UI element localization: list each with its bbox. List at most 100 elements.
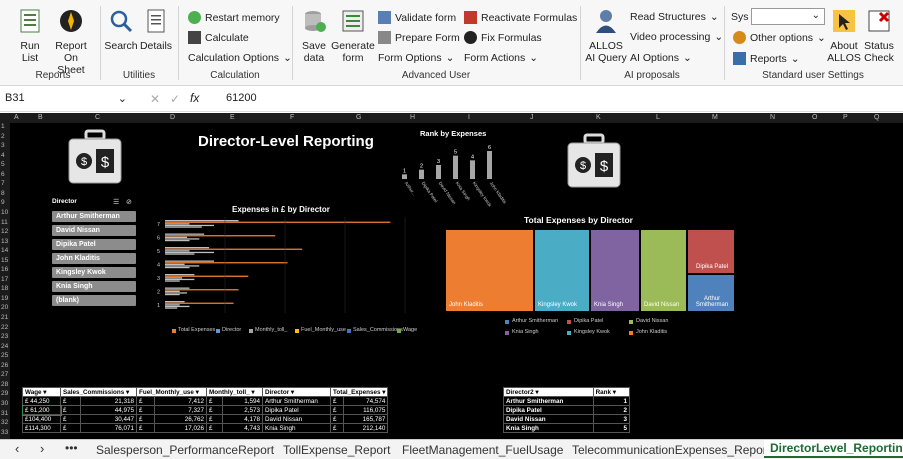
run-list-button[interactable]: Run List: [12, 8, 48, 64]
table-cell[interactable]: 17,026: [154, 423, 207, 433]
table-cell[interactable]: £: [329, 396, 345, 406]
row-header[interactable]: 6: [1, 170, 5, 178]
column-header[interactable]: G: [356, 114, 362, 121]
table-cell[interactable]: £: [135, 405, 156, 415]
column-header[interactable]: A: [14, 114, 19, 121]
table-cell[interactable]: £ 44,250: [22, 396, 61, 406]
table-cell[interactable]: 5: [592, 423, 631, 433]
column-header[interactable]: E: [230, 114, 235, 121]
table-cell[interactable]: 165,787: [343, 414, 389, 424]
table-cell[interactable]: £: [329, 405, 345, 415]
table-cell[interactable]: 7,327: [154, 405, 207, 415]
row-header[interactable]: 10: [1, 208, 9, 216]
row-header[interactable]: 27: [1, 371, 9, 379]
slicer-item[interactable]: Arthur Smitherman: [52, 211, 136, 222]
row-header[interactable]: 15: [1, 256, 9, 264]
table-cell[interactable]: £: [60, 405, 81, 415]
table-cell[interactable]: David Nissan: [503, 414, 594, 424]
treemap-tile[interactable]: Arthur Smitherman: [687, 274, 735, 312]
table-cell[interactable]: 4,178: [222, 414, 263, 424]
table-row[interactable]: £ 44,250 £21,318 £7,412 £1,594 Arthur Smithe…: [22, 396, 389, 406]
table-cell[interactable]: £: [205, 396, 224, 406]
treemap-tile[interactable]: David Nissan: [640, 229, 687, 312]
table-cell[interactable]: Dipika Patel: [262, 405, 331, 415]
column-header[interactable]: P: [843, 114, 848, 121]
column-header[interactable]: K: [596, 114, 601, 121]
form-actions-dropdown[interactable]: Form Actions ⌄: [464, 52, 538, 64]
treemap-tile[interactable]: John Kladitis: [445, 229, 534, 312]
about-allos-button[interactable]: About ALLOS: [826, 8, 862, 64]
ai-options-dropdown[interactable]: AI Options ⌄: [630, 52, 692, 64]
table-cell[interactable]: 1,594: [222, 396, 263, 406]
table-cell[interactable]: 1: [592, 396, 631, 406]
tab-telecommunication[interactable]: TelecommunicationExpenses_Repor: [572, 443, 767, 457]
clear-filter-icon[interactable]: ⊘: [126, 199, 132, 206]
table-row[interactable]: £ 61,200 £44,975 £7,327 £2,573 Dipika Patel £…: [21, 404, 389, 416]
calculation-options-dropdown[interactable]: Calculation Options ⌄: [188, 52, 292, 64]
column-header-cell[interactable]: Fuel_Monthly_use ▾: [136, 387, 207, 397]
row-header[interactable]: 20: [1, 304, 9, 312]
table-cell[interactable]: £: [205, 405, 224, 415]
column-header-cell[interactable]: Director2 ▾: [503, 387, 594, 397]
table-cell[interactable]: £: [205, 414, 224, 424]
table-cell[interactable]: Knia Singh: [262, 423, 331, 433]
row-header[interactable]: 30: [1, 399, 9, 407]
column-header-cell[interactable]: Director ▾: [262, 387, 331, 397]
column-header-cell[interactable]: Monthly_toll_ ▾: [206, 387, 263, 397]
table-cell[interactable]: 2: [592, 405, 631, 415]
tab-director-level-reporting[interactable]: DirectorLevel_Reporting: [764, 440, 903, 458]
column-header[interactable]: L: [656, 114, 660, 121]
cancel-icon[interactable]: ✕: [150, 92, 161, 106]
table-cell[interactable]: £114,300: [22, 423, 61, 433]
row-header[interactable]: 8: [1, 189, 5, 197]
table-cell[interactable]: 26,762: [154, 414, 207, 424]
table-cell[interactable]: £: [135, 423, 156, 433]
column-header[interactable]: I: [468, 114, 470, 121]
table-cell[interactable]: Arthur Smitherman: [262, 396, 331, 406]
table-cell[interactable]: 74,574: [343, 396, 389, 406]
table-cell[interactable]: 3: [592, 414, 631, 424]
row-header[interactable]: 21: [1, 314, 9, 321]
row-header[interactable]: 5: [1, 161, 5, 169]
row-header[interactable]: 29: [1, 390, 9, 398]
expenses-table[interactable]: Wage ▾ Sales_Commissions ▾ Fuel_Monthly_us…: [21, 387, 389, 433]
row-header[interactable]: 24: [1, 342, 9, 350]
calculate-button[interactable]: Calculate: [188, 31, 249, 44]
video-processing-dropdown[interactable]: Video processing ⌄: [630, 31, 723, 43]
row-header[interactable]: 28: [1, 380, 9, 388]
table-cell[interactable]: 116,075: [343, 405, 389, 415]
table-row[interactable]: Arthur Smitherman 1: [503, 396, 631, 406]
column-header[interactable]: F: [290, 114, 295, 121]
tab-fleet-management[interactable]: FleetManagement_FuelUsage: [402, 443, 564, 457]
slicer-item[interactable]: Kingsley Kwok: [52, 267, 136, 278]
table-cell[interactable]: 212,140: [343, 423, 389, 433]
row-header[interactable]: 22: [1, 323, 9, 331]
slicer-item[interactable]: David Nissan: [52, 225, 136, 236]
row-header[interactable]: 13: [1, 237, 9, 245]
row-header[interactable]: 4: [1, 151, 5, 159]
validate-form-button[interactable]: Validate form: [378, 11, 456, 24]
row-header[interactable]: 25: [1, 352, 9, 360]
tab-toll-expense[interactable]: TollExpense_Report: [283, 443, 391, 457]
table-cell[interactable]: 4,743: [222, 423, 263, 433]
table-cell[interactable]: 30,447: [79, 414, 138, 424]
table-cell[interactable]: £: [205, 423, 224, 433]
table-cell[interactable]: £: [135, 414, 156, 424]
table-cell[interactable]: £104,400: [22, 414, 61, 424]
reports-dropdown[interactable]: Reports ⌄: [733, 52, 800, 65]
allos-ai-query-button[interactable]: ALLOS AI Query: [584, 8, 628, 64]
treemap-tile[interactable]: Kingsley Kwok: [534, 229, 590, 312]
row-header[interactable]: 9: [1, 199, 5, 207]
generate-form-button[interactable]: Generate form: [331, 8, 375, 64]
reactivate-formulas-button[interactable]: Reactivate Formulas: [464, 11, 577, 24]
enter-icon[interactable]: ✓: [170, 92, 181, 106]
table-row[interactable]: Knia Singh 5: [503, 423, 631, 433]
formula-input[interactable]: 61200: [226, 92, 257, 104]
table-cell[interactable]: £: [329, 423, 345, 433]
row-header[interactable]: 26: [1, 361, 9, 369]
prepare-form-button[interactable]: Prepare Form: [378, 31, 460, 44]
table-cell[interactable]: £: [60, 396, 81, 406]
table-cell[interactable]: £ 61,200: [21, 404, 62, 416]
row-header[interactable]: 16: [1, 266, 9, 274]
